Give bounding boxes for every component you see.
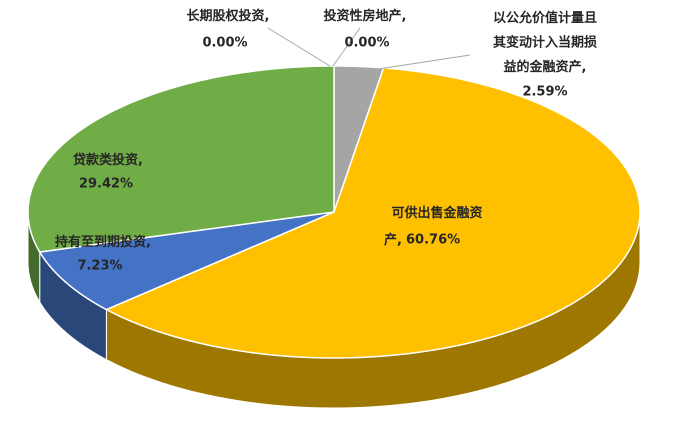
slice-label: 投资性房地产, <box>324 8 407 24</box>
value-label: 29.42% <box>79 177 133 192</box>
slice-label: 贷款类投资, <box>73 152 143 168</box>
value-label: 2.59% <box>522 85 567 100</box>
leader-line <box>332 27 361 67</box>
slice-label: 可供出售金融资产, <box>384 205 482 248</box>
leader-line <box>267 27 331 67</box>
slice-label: 以公允价值计量且其变动计入当期损益的金融资产, <box>493 10 597 75</box>
slice <box>104 67 641 359</box>
value-label: 0.00% <box>344 36 389 51</box>
slice <box>27 65 335 253</box>
slice-label: 长期股权投资, <box>187 8 270 24</box>
slice-label: 持有至到期投资, <box>55 234 151 250</box>
value-label: 60.76% <box>406 233 460 248</box>
value-label: 0.00% <box>202 36 247 51</box>
value-label: 7.23% <box>77 259 122 274</box>
slice <box>38 211 335 311</box>
leader-line <box>371 54 471 71</box>
